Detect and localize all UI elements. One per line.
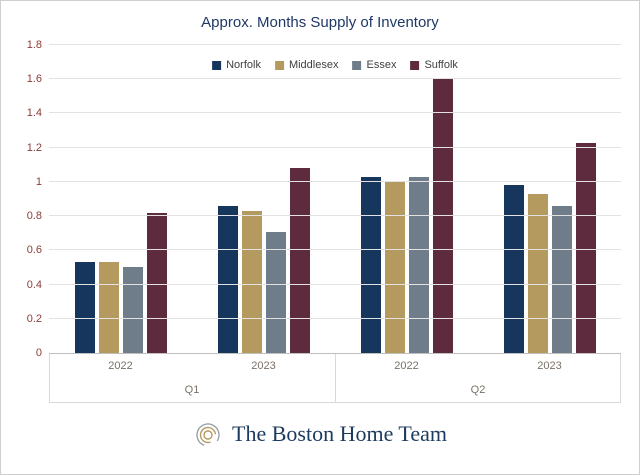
bar-group-q2-2022 (335, 45, 478, 353)
y-axis-tick-label: 1.2 (26, 141, 42, 154)
bar-group-q1-2022 (49, 45, 192, 353)
y-axis-tick-label: 1.4 (26, 107, 42, 120)
axis-separator-left (49, 354, 50, 402)
plot-area: Norfolk Middlesex Essex Suffolk 0 0.2 0.4 0.6 0… (27, 39, 621, 359)
gridline (49, 215, 621, 217)
legend-label: Suffolk (424, 59, 458, 71)
y-axis-tick-label: 1.6 (26, 73, 42, 86)
x-axis-quarter-label: Q1 (184, 384, 200, 396)
legend-swatch (274, 60, 284, 70)
gridline (49, 146, 621, 148)
x-axis-year-row: 2022 2023 2022 2023 (49, 354, 621, 378)
bar-middlesex (384, 181, 405, 353)
bar-norfolk (74, 262, 95, 353)
y-axis-tick-label: 0.6 (26, 244, 42, 257)
legend-label: Norfolk (226, 59, 261, 71)
legend-swatch (410, 60, 420, 70)
bar-essex (265, 231, 286, 353)
bar-middlesex (527, 193, 548, 353)
legend-swatch (212, 60, 222, 70)
legend-item-middlesex: Middlesex (274, 59, 339, 71)
x-axis-year-label: 2023 (537, 360, 562, 372)
axis-separator-middle (335, 354, 336, 402)
bar-middlesex (98, 262, 119, 353)
boston-home-team-logo-icon (193, 419, 223, 449)
gridline (49, 283, 621, 285)
legend-label: Essex (366, 59, 397, 71)
legend-item-essex: Essex (352, 59, 396, 71)
bar-group-q2-2023 (478, 45, 621, 353)
bar-suffolk (575, 142, 596, 353)
x-axis-quarter-label: Q2 (470, 384, 486, 396)
x-axis-year-label: 2022 (394, 360, 419, 372)
gridline (49, 249, 621, 251)
bar-groups (49, 45, 621, 353)
legend-label: Middlesex (288, 59, 339, 71)
legend-item-suffolk: Suffolk (410, 59, 458, 71)
y-axis-tick-label: 1.8 (26, 39, 42, 51)
legend-swatch (352, 60, 362, 70)
x-axis-year-label: 2022 (108, 360, 133, 372)
bar-essex (408, 176, 429, 353)
y-axis-tick-label: 0 (35, 347, 42, 359)
brand-text: The Boston Home Team (232, 421, 447, 446)
chart-title: Approx. Months Supply of Inventory (201, 14, 439, 31)
bar-group-q1-2023 (192, 45, 335, 353)
gridline (49, 317, 621, 319)
bar-suffolk (289, 168, 310, 353)
x-axis-band: 2022 2023 2022 2023 Q1 Q2 (49, 354, 621, 403)
bar-norfolk (503, 185, 524, 353)
chart-legend: Norfolk Middlesex Essex Suffolk (212, 59, 458, 71)
bar-norfolk (217, 205, 238, 353)
y-axis-tick-label: 0.8 (26, 210, 42, 223)
bar-essex (551, 205, 572, 353)
gridline (49, 78, 621, 80)
x-axis-year-label: 2023 (251, 360, 276, 372)
gridline (49, 112, 621, 114)
bar-middlesex (241, 210, 262, 353)
gridline (49, 180, 621, 182)
footer: The Boston Home Team (1, 419, 639, 449)
y-axis-tick-label: 1 (35, 175, 42, 188)
bar-essex (122, 267, 143, 353)
gridline (49, 44, 621, 45)
x-axis-quarter-row: Q1 Q2 (49, 378, 621, 402)
axis-separator-right (620, 354, 621, 402)
bar-norfolk (360, 176, 381, 353)
y-axis-tick-label: 0.4 (26, 278, 42, 291)
legend-item-norfolk: Norfolk (212, 59, 261, 71)
y-axis-tick-label: 0.2 (26, 312, 42, 325)
